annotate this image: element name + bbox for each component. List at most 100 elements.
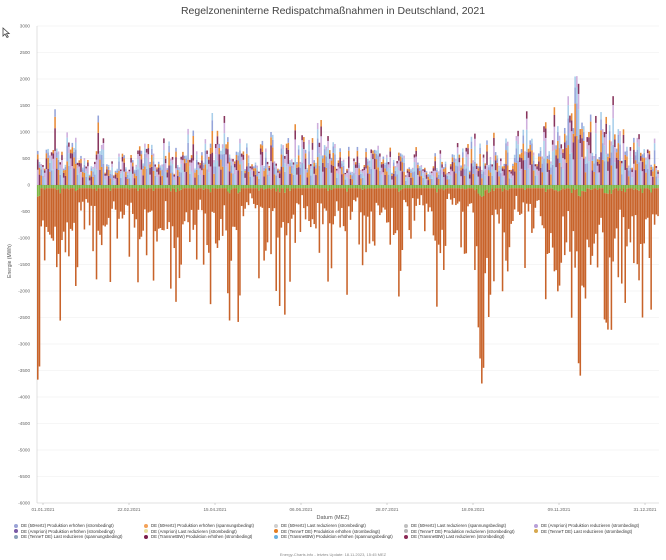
legend-item[interactable]: DE (50Hertz) Produktion erhöhen (strombe… xyxy=(14,523,114,528)
legend-item[interactable]: DE (TenneT DE) Last reduzieren (strombed… xyxy=(534,529,632,534)
bar-positive xyxy=(294,157,296,185)
bar-positive xyxy=(510,169,512,172)
bar-positive xyxy=(657,173,659,179)
bar-positive xyxy=(166,168,169,170)
bar-positive xyxy=(567,96,569,106)
bar-negative-accent xyxy=(608,185,611,190)
legend-item[interactable]: DE (50Hertz) Last reduzieren (strombedin… xyxy=(274,523,366,528)
bar-positive xyxy=(474,138,476,147)
bar-positive xyxy=(579,143,582,160)
bar-positive xyxy=(348,167,350,185)
legend-item[interactable]: DE (Amprion) Produktion erhöhen (strombe… xyxy=(14,529,115,534)
bar-negative-accent xyxy=(47,185,49,189)
bar-positive xyxy=(278,173,281,179)
legend-item[interactable]: DE (TenneT DE) Produktion reduzieren (st… xyxy=(404,529,515,534)
bar-positive xyxy=(42,167,44,171)
bar-negative-accent xyxy=(493,185,495,191)
bar-positive xyxy=(411,167,414,170)
bar-negative-accent xyxy=(119,185,122,189)
bar-positive xyxy=(66,145,68,162)
bar-negative xyxy=(465,189,468,254)
bar-negative-accent xyxy=(289,185,291,191)
legend-item[interactable]: DE (TransnetBW) Produktion erhöhen (stro… xyxy=(144,534,252,539)
bar-positive xyxy=(311,163,314,185)
bar-negative xyxy=(240,188,243,206)
legend-item[interactable]: DE (50Hertz) Last reduzieren (spannungsb… xyxy=(404,523,506,528)
bar-positive xyxy=(458,171,461,185)
bar-positive xyxy=(396,163,398,168)
bar-negative-accent xyxy=(59,185,62,194)
bar-negative-accent xyxy=(375,185,378,189)
bar-negative-accent xyxy=(145,185,148,190)
bar-positive xyxy=(330,172,333,185)
bar-positive xyxy=(218,143,220,148)
bar-positive xyxy=(615,157,618,169)
bar-negative-accent xyxy=(365,185,367,190)
bar-positive xyxy=(99,169,101,185)
bar-negative xyxy=(387,188,390,223)
bar-positive xyxy=(619,131,621,137)
bar-positive xyxy=(76,175,79,185)
bar-positive xyxy=(164,158,167,164)
bar-positive xyxy=(178,169,181,172)
bar-negative-accent xyxy=(387,185,390,189)
bar-positive xyxy=(629,150,632,157)
bar-positive xyxy=(71,142,74,148)
x-tick-label: 01.01.2021 xyxy=(32,507,55,512)
bar-positive xyxy=(111,163,113,168)
bar-negative-accent xyxy=(180,185,182,190)
bar-positive xyxy=(185,162,188,172)
bar-positive xyxy=(145,152,148,158)
legend-item[interactable]: DE (Amprion) Last reduzieren (strombedin… xyxy=(144,529,237,534)
bar-positive xyxy=(100,144,103,149)
bar-positive xyxy=(88,180,91,185)
bar-positive xyxy=(261,140,264,146)
bar-negative-accent xyxy=(510,185,512,189)
bar-positive xyxy=(384,162,386,165)
legend-item[interactable]: DE (TenneT DE) Produktion erhöhen (strom… xyxy=(274,529,380,534)
bar-negative xyxy=(411,188,414,199)
bar-positive xyxy=(246,153,248,167)
legend-item[interactable]: DE (TransnetBW) Produktion erhöhen (span… xyxy=(274,534,393,539)
bar-positive xyxy=(277,170,279,173)
bar-negative xyxy=(430,188,433,212)
bar-negative-accent xyxy=(465,185,468,190)
bar-positive xyxy=(365,157,367,169)
bar-negative xyxy=(227,191,229,294)
bar-positive xyxy=(132,160,134,163)
bar-positive xyxy=(157,164,160,168)
bar-positive xyxy=(280,144,283,149)
bar-positive xyxy=(318,146,321,154)
legend-item[interactable]: DE (TenneT DE) Last reduzieren (spannung… xyxy=(14,534,122,539)
legend-swatch xyxy=(274,523,278,528)
bar-negative xyxy=(109,190,112,282)
bar-positive xyxy=(386,162,388,172)
bar-positive xyxy=(209,143,212,148)
bar-positive xyxy=(463,166,466,170)
bar-positive xyxy=(399,153,402,157)
legend-item[interactable]: DE (TransnetBW) Last reduzieren (strombe… xyxy=(404,534,504,539)
bar-positive xyxy=(420,176,423,185)
bar-positive xyxy=(646,153,649,159)
bar-positive xyxy=(121,156,124,162)
bar-negative xyxy=(553,190,556,272)
bar-negative-accent xyxy=(648,185,651,190)
bar-negative-accent xyxy=(615,185,618,189)
bar-positive xyxy=(195,169,198,185)
bar-positive xyxy=(128,178,131,185)
bar-negative xyxy=(598,188,601,225)
bar-negative xyxy=(408,188,411,231)
bar-positive xyxy=(453,171,455,185)
bar-positive xyxy=(539,150,542,157)
legend-item[interactable]: DE (50Hertz) Produktion erhöhen (spannun… xyxy=(144,523,254,528)
bar-positive xyxy=(436,172,438,178)
legend-item[interactable]: DE (Amprion) Produktion reduzieren (stro… xyxy=(534,523,639,528)
bar-negative xyxy=(301,188,303,196)
bar-positive xyxy=(413,157,416,163)
bar-positive xyxy=(577,93,580,110)
bar-negative xyxy=(261,188,264,208)
bar-positive xyxy=(109,170,112,172)
legend-swatch xyxy=(14,529,18,534)
legend-swatch xyxy=(404,523,408,528)
bar-positive xyxy=(353,161,355,166)
